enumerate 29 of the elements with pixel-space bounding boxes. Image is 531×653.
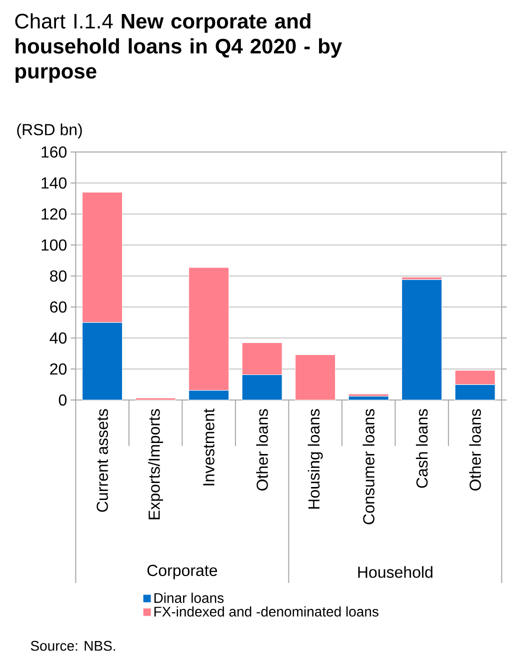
bar [348, 394, 389, 397]
y-tick-label: 60 [50, 301, 67, 313]
y-tick-label: 20 [50, 363, 67, 375]
y-tick-label: 160 [42, 146, 67, 158]
y-tick-label: 140 [42, 177, 67, 189]
x-tick-label: Investment [203, 408, 214, 486]
y-tick-label: 80 [50, 270, 67, 282]
x-tick-label: Current assets [96, 409, 108, 512]
y-tick-label: 40 [50, 332, 67, 344]
bar [135, 398, 176, 400]
x-tick-label: Housing loans [308, 409, 323, 509]
y-tick-label: 120 [42, 208, 67, 220]
bar [348, 396, 389, 400]
legend-label: FX-indexed and -denominated loans [154, 606, 378, 617]
x-tick-label: Consumer loans [362, 409, 374, 524]
bar [402, 279, 442, 400]
x-tick-label: Cash loans [416, 409, 428, 488]
x-tick-label: Exports/Imports [148, 409, 164, 520]
bar [295, 354, 336, 400]
chart-title: Chart I.1.4 New corporate and household loans in Q4 2020 - by purpose [15, 13, 342, 83]
y-tick-label: 100 [42, 239, 67, 251]
legend-label: Dinar loans [154, 592, 224, 603]
text: Household [358, 566, 432, 578]
y-axis-title: (RSD bn) [17, 124, 82, 138]
y-tick-label: 0 [58, 394, 67, 406]
text: Corporate [147, 564, 218, 580]
x-tick-label: Other loans [469, 409, 481, 490]
source-note: Source: NBS. [30, 640, 116, 651]
x-tick-label: Other loans [256, 409, 268, 490]
